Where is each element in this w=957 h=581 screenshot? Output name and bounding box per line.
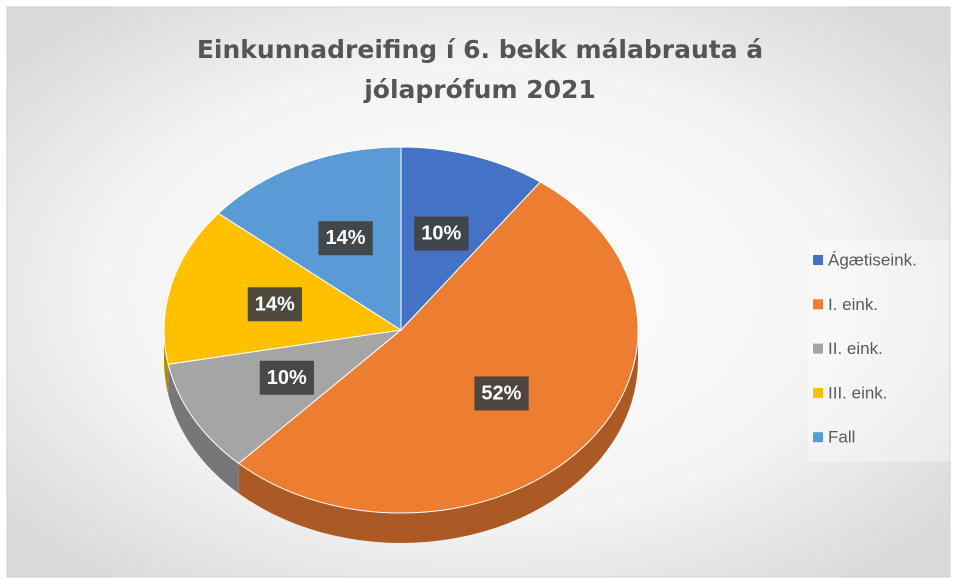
data-label-text: 14% (255, 293, 295, 315)
legend-swatch (813, 387, 823, 398)
slice (167, 329, 403, 465)
chart-title: Einkunnadreifing í 6. bekk málabrauta á … (196, 35, 764, 104)
slice-side (168, 364, 239, 494)
data-label-text: 10% (267, 367, 307, 389)
legend-label: I. eink. (828, 295, 878, 314)
legend-swatch (813, 432, 823, 443)
data-label-box (474, 376, 529, 411)
data-label-box (247, 287, 302, 322)
legend-swatch (813, 255, 823, 265)
data-label: 10% (259, 360, 315, 395)
legend-box (808, 240, 950, 462)
data-label-text: 14% (325, 227, 365, 249)
legend-label: III. eink. (828, 383, 888, 402)
legend-swatch (813, 343, 823, 354)
legend: Ágætiseink. I. eink. II. eink. III. eink. Fa… (808, 240, 950, 462)
legend-swatch (813, 299, 823, 310)
data-label: 14% (247, 287, 302, 322)
data-label: 14% (318, 221, 373, 256)
data-label: 10% (414, 216, 469, 251)
slice (217, 146, 402, 331)
data-label-box (259, 360, 315, 395)
slice-side (164, 330, 169, 395)
data-label: 52% (474, 376, 529, 411)
data-label-text: 10% (421, 223, 461, 245)
slice (400, 146, 542, 332)
data-label-box (414, 216, 469, 251)
legend-label: Ágætiseink. (828, 250, 917, 269)
legend-label: II. eink. (828, 339, 883, 358)
legend-label: Fall (828, 428, 855, 447)
slice-side (238, 330, 638, 543)
data-label-text: 52% (481, 382, 521, 404)
data-label-box (318, 221, 373, 256)
slice (237, 181, 639, 514)
